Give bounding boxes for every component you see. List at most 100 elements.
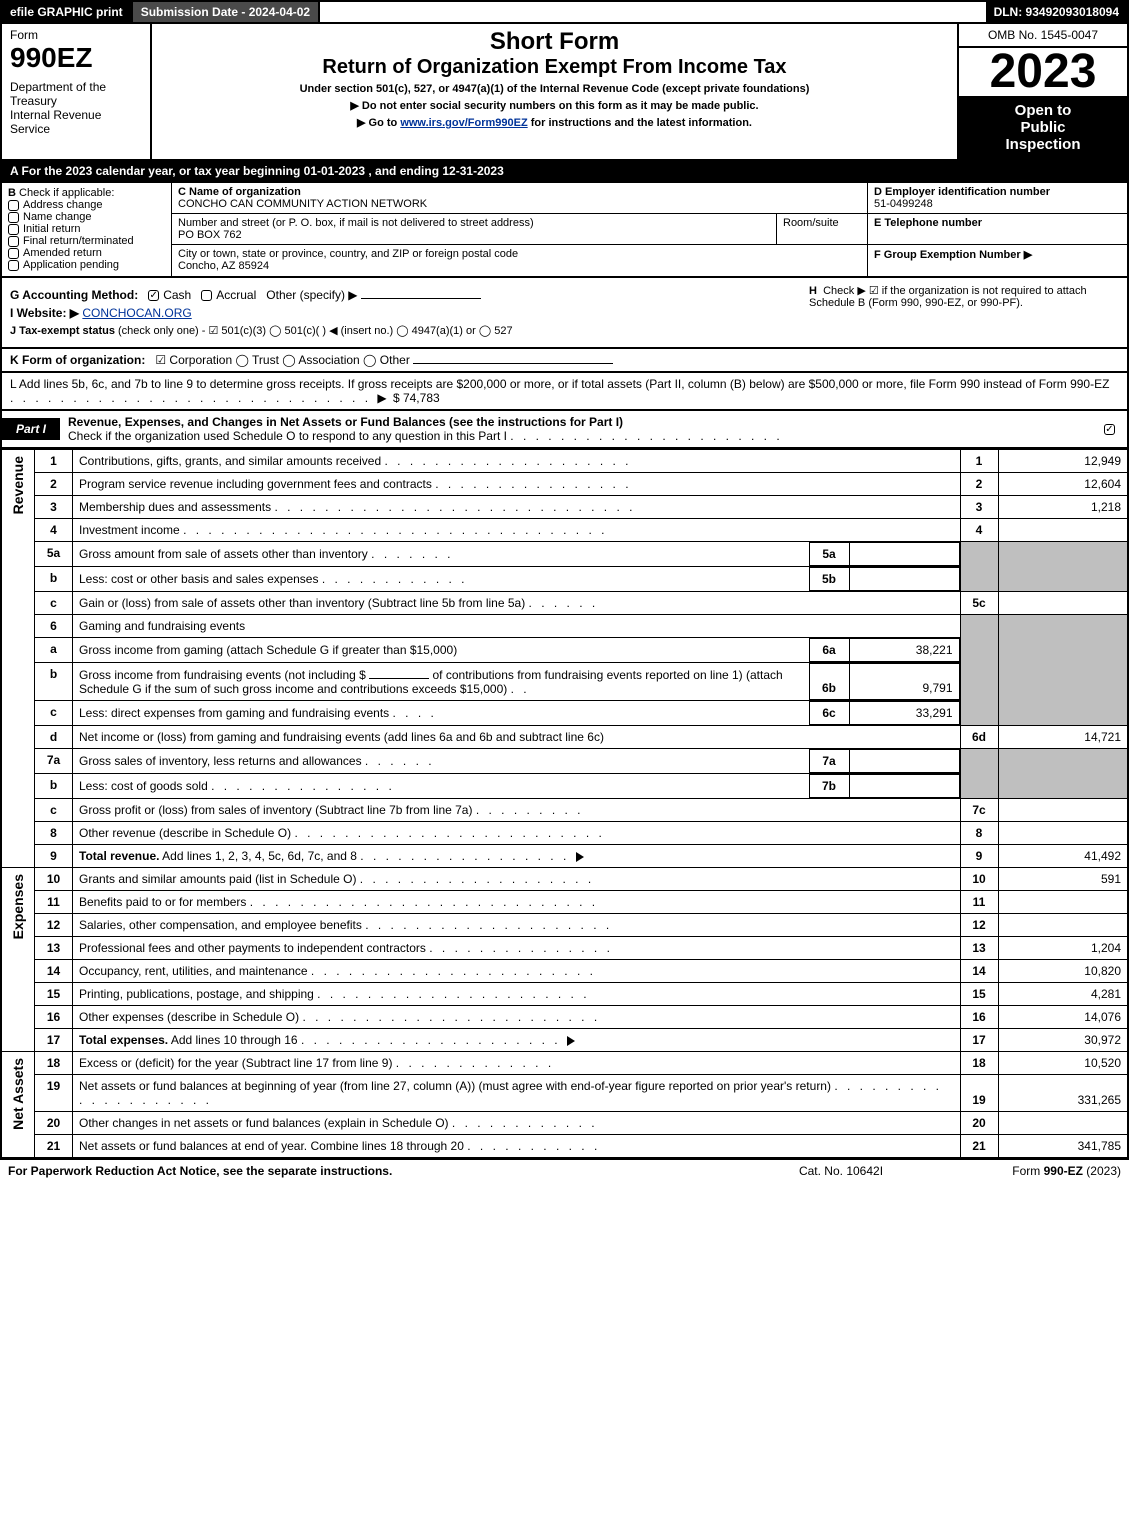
- checkbox-icon[interactable]: [8, 260, 19, 271]
- table-row: 21Net assets or fund balances at end of …: [1, 1135, 1128, 1159]
- title-2: Return of Organization Exempt From Incom…: [156, 56, 953, 79]
- k-rest: ☑ Corporation ◯ Trust ◯ Association ◯ Ot…: [155, 353, 409, 367]
- c-name-block: C Name of organization CONCHO CAN COMMUN…: [172, 183, 867, 214]
- h-text: Check ▶ ☑ if the organization is not req…: [809, 285, 1087, 309]
- checkbox-icon[interactable]: [201, 290, 212, 301]
- part-i-checkbox[interactable]: [1096, 418, 1127, 440]
- footer-center: Cat. No. 10642I: [741, 1164, 941, 1178]
- b-opt-0: Address change: [23, 199, 103, 211]
- tax-year: 2023: [959, 48, 1127, 96]
- c-addr-row: Number and street (or P. O. box, if mail…: [172, 214, 867, 245]
- g-label: G Accounting Method:: [10, 288, 138, 302]
- e-block: E Telephone number: [868, 214, 1127, 245]
- title-1: Short Form: [156, 28, 953, 56]
- j-label: J Tax-exempt status: [10, 325, 115, 337]
- table-row: Net Assets 18Excess or (deficit) for the…: [1, 1052, 1128, 1075]
- g-other: Other (specify) ▶: [266, 288, 357, 302]
- l-amount: $ 74,783: [393, 391, 440, 405]
- box: 1: [960, 450, 998, 473]
- ln: 1: [35, 450, 73, 473]
- block-ghij: H Check ▶ ☑ if the organization is not r…: [0, 278, 1129, 349]
- arrow-icon: [576, 852, 584, 862]
- table-row: 17Total expenses. Add lines 10 through 1…: [1, 1029, 1128, 1052]
- k-other-input[interactable]: [413, 363, 613, 364]
- sub3-a: ▶ Go to: [357, 117, 400, 129]
- dept: Department of the Treasury Internal Reve…: [10, 80, 142, 136]
- part-i-sub: Check if the organization used Schedule …: [68, 429, 507, 443]
- c-addr-block: Number and street (or P. O. box, if mail…: [172, 214, 777, 245]
- table-row: 12Salaries, other compensation, and empl…: [1, 914, 1128, 937]
- section-l: L Add lines 5b, 6c, and 7b to line 9 to …: [0, 373, 1129, 411]
- g-other-input[interactable]: [361, 298, 481, 299]
- grey-cell: [960, 542, 998, 592]
- j-row: J Tax-exempt status (check only one) - ☑…: [10, 324, 1119, 337]
- b-opt-4: Amended return: [23, 247, 102, 259]
- col-b: B Check if applicable: Address change Na…: [2, 183, 172, 276]
- desc: Membership dues and assessments . . . . …: [73, 496, 961, 519]
- sub-2: ▶ Do not enter social security numbers o…: [156, 99, 953, 112]
- checkbox-icon[interactable]: [8, 212, 19, 223]
- form-header: Form 990EZ Department of the Treasury In…: [0, 24, 1129, 161]
- website-link[interactable]: CONCHOCAN.ORG: [82, 306, 191, 320]
- revenue-label: Revenue: [8, 454, 28, 516]
- block-bcdef: B Check if applicable: Address change Na…: [0, 183, 1129, 278]
- c-room-label: Room/suite: [783, 217, 839, 229]
- c-room-block: Room/suite: [777, 214, 867, 245]
- irs-link[interactable]: www.irs.gov/Form990EZ: [400, 117, 527, 129]
- table-row: bGross income from fundraising events (n…: [1, 663, 1128, 701]
- i-label: I Website: ▶: [10, 306, 79, 320]
- netassets-label: Net Assets: [8, 1056, 28, 1132]
- f-label: F Group Exemption Number ▶: [874, 249, 1032, 261]
- form-number: 990EZ: [10, 42, 142, 74]
- c-addr-label: Number and street (or P. O. box, if mail…: [178, 217, 534, 229]
- sub-1: Under section 501(c), 527, or 4947(a)(1)…: [156, 83, 953, 95]
- c-name: CONCHO CAN COMMUNITY ACTION NETWORK: [178, 198, 427, 210]
- checkbox-checked-icon[interactable]: [148, 290, 159, 301]
- form-label: Form: [10, 28, 142, 42]
- table-row: dNet income or (loss) from gaming and fu…: [1, 726, 1128, 749]
- header-right: OMB No. 1545-0047 2023 Open to Public In…: [957, 24, 1127, 159]
- checkbox-checked-icon: [1104, 424, 1115, 435]
- b-opt-3: Final return/terminated: [23, 235, 134, 247]
- checkbox-icon[interactable]: [8, 200, 19, 211]
- sub3-b: for instructions and the latest informat…: [528, 117, 752, 129]
- table-row: 20Other changes in net assets or fund ba…: [1, 1112, 1128, 1135]
- table-row: bLess: cost or other basis and sales exp…: [1, 567, 1128, 592]
- checkbox-icon[interactable]: [8, 236, 19, 247]
- expenses-label: Expenses: [8, 872, 28, 941]
- d-label: D Employer identification number: [874, 186, 1050, 198]
- table-row: 11Benefits paid to or for members . . . …: [1, 891, 1128, 914]
- table-row: 5aGross amount from sale of assets other…: [1, 542, 1128, 567]
- table-row: 14Occupancy, rent, utilities, and mainte…: [1, 960, 1128, 983]
- checkbox-icon[interactable]: [8, 248, 19, 259]
- l-text: L Add lines 5b, 6c, and 7b to line 9 to …: [10, 377, 1109, 391]
- table-row: 3Membership dues and assessments . . . .…: [1, 496, 1128, 519]
- c-city: Concho, AZ 85924: [178, 260, 269, 272]
- table-row: 19Net assets or fund balances at beginni…: [1, 1075, 1128, 1112]
- arrow-icon: [567, 1036, 575, 1046]
- desc: Contributions, gifts, grants, and simila…: [73, 450, 961, 473]
- d-value: 51-0499248: [874, 198, 933, 210]
- footer-left: For Paperwork Reduction Act Notice, see …: [8, 1164, 741, 1178]
- table-row: cGross profit or (loss) from sales of in…: [1, 799, 1128, 822]
- table-row: 9Total revenue. Add lines 1, 2, 3, 4, 5c…: [1, 845, 1128, 868]
- c-city-block: City or town, state or province, country…: [172, 245, 867, 275]
- open-inspection: Open to Public Inspection: [959, 96, 1127, 159]
- table-row: 7aGross sales of inventory, less returns…: [1, 749, 1128, 774]
- row-a: A For the 2023 calendar year, or tax yea…: [0, 161, 1129, 183]
- c-name-label: C Name of organization: [178, 186, 301, 198]
- table-row: cGain or (loss) from sale of assets othe…: [1, 592, 1128, 615]
- table-row: aGross income from gaming (attach Schedu…: [1, 638, 1128, 663]
- table-row: Expenses 10Grants and similar amounts pa…: [1, 868, 1128, 891]
- part-i-dots: . . . . . . . . . . . . . . . . . . . . …: [510, 429, 782, 443]
- d-block: D Employer identification number51-04992…: [868, 183, 1127, 214]
- e-label: E Telephone number: [874, 217, 982, 229]
- b-opt-2: Initial return: [23, 223, 80, 235]
- checkbox-icon[interactable]: [8, 224, 19, 235]
- b-opt-1: Name change: [23, 211, 92, 223]
- sub-3: ▶ Go to www.irs.gov/Form990EZ for instru…: [156, 116, 953, 129]
- col-def: D Employer identification number51-04992…: [867, 183, 1127, 276]
- lines-table: Revenue 1Contributions, gifts, grants, a…: [0, 449, 1129, 1159]
- submission-date: Submission Date - 2024-04-02: [133, 2, 320, 22]
- header-center: Short Form Return of Organization Exempt…: [152, 24, 957, 159]
